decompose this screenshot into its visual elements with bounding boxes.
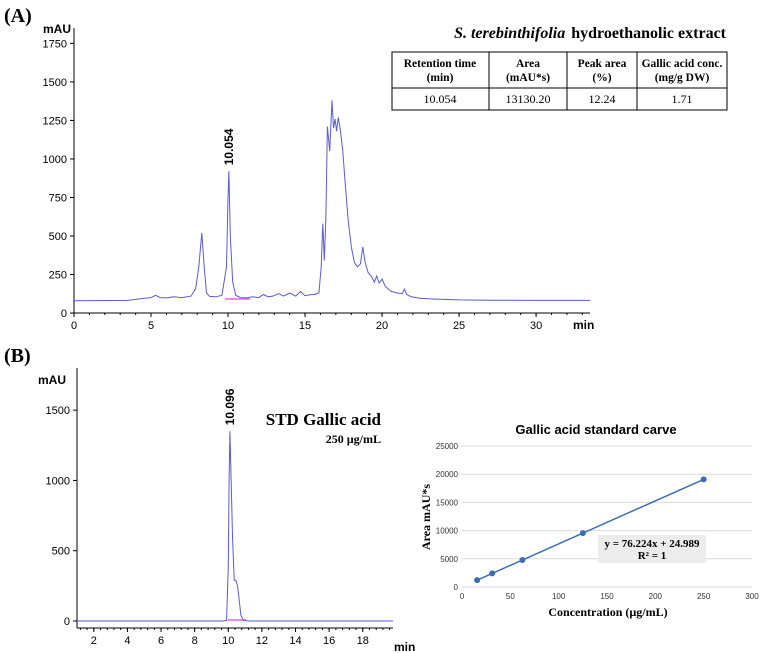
- chart-c-ytick-label: 25000: [436, 442, 459, 451]
- chart-b-xtick-label: 2: [91, 635, 97, 647]
- chart-c-equation: y = 76.224x + 24.989: [604, 538, 700, 550]
- chart-c-xtick-label: 300: [745, 592, 759, 601]
- chart-standard-curve: Gallic acid standard carve 0 5000 10000 150…: [419, 422, 759, 619]
- table-header-retention: Retention time: [404, 58, 477, 70]
- chart-c-title: Gallic acid standard carve: [515, 422, 676, 437]
- chart-a-ytick-label: 1000: [43, 154, 67, 166]
- chart-c-ytick-label: 10000: [436, 527, 459, 536]
- chart-a-xtick-label: 10: [222, 320, 234, 332]
- chart-a-ylabel: mAU: [43, 22, 71, 36]
- chart-c-ytick-label: 0: [454, 583, 459, 592]
- equation-box: [598, 535, 706, 563]
- chart-b-ytick-label: 0: [64, 616, 70, 628]
- chart-c-r-squared: R² = 1: [638, 550, 667, 562]
- panel-a-label: (A): [4, 5, 32, 27]
- chart-c-xtick-label: 250: [697, 592, 711, 601]
- chart-a-peak-label: 10.054: [222, 128, 236, 165]
- table-cell-retention: 10.054: [424, 92, 457, 106]
- chart-c-xlabel: Concentration (µg/mL): [548, 605, 667, 619]
- chart-a-series-line: [73, 100, 590, 302]
- table-cell-area: 13130.20: [506, 92, 551, 106]
- chart-b-xtick-label: 8: [192, 635, 198, 647]
- chart-b-xtick-label: 6: [158, 635, 164, 647]
- table-header-gallic-conc-unit: (mg/g DW): [655, 72, 710, 84]
- chart-a-xtick-label: 5: [148, 320, 154, 332]
- chart-a-xtick-label: 20: [376, 320, 388, 332]
- table-border: [391, 51, 728, 111]
- chart-b-xtick-label: 10: [222, 635, 234, 647]
- chart-b-xtick-label: 18: [357, 635, 369, 647]
- chart-c-point: [474, 577, 481, 584]
- chart-a-ytick-label: 1250: [43, 115, 67, 127]
- table-header-retention-unit: (min): [427, 72, 454, 84]
- chart-a-ytick-label: 1500: [43, 77, 67, 89]
- table-header-peak-area-unit: (%): [592, 72, 611, 84]
- chart-a-ytick-label: 250: [49, 269, 67, 281]
- chart-b-title: STD Gallic acid: [266, 410, 382, 429]
- table-header-area-unit: (mAU*s): [506, 72, 550, 84]
- chart-b-xtick-label: 14: [289, 635, 301, 647]
- chart-a: mAU 0 250 500 750 1000 1250 1500 1750 0 5 10 15 20 2…: [43, 22, 595, 332]
- chart-c-fit-line: [476, 478, 704, 581]
- chart-a-xtick-label: 15: [299, 320, 311, 332]
- chart-c-xtick-label: 50: [506, 592, 515, 601]
- table-cell-peak-area: 12.24: [589, 92, 616, 106]
- table-cell-gallic-conc: 1.71: [672, 92, 693, 106]
- chart-a-xtick-label: 0: [71, 320, 77, 332]
- chart-c-ylabel: Area mAU*s: [419, 484, 433, 550]
- table-header-peak-area: Peak area: [578, 58, 627, 70]
- chart-b-xtick-label: 4: [124, 635, 130, 647]
- chart-c-ytick-label: 15000: [436, 498, 459, 507]
- chart-b-xtick-label: 16: [323, 635, 335, 647]
- chart-a-xlabel: min: [573, 318, 594, 332]
- chart-a-ytick-label: 500: [49, 231, 67, 243]
- chart-b-ytick-label: 1000: [46, 475, 70, 487]
- results-table: S. terebinthifolia hydroethanolic extract…: [391, 25, 728, 111]
- chart-b-ylabel: mAU: [38, 373, 66, 387]
- chart-a-ytick-label: 750: [49, 192, 67, 204]
- chart-b-xlabel: min: [394, 640, 415, 653]
- chart-a-xtick-label: 30: [530, 320, 542, 332]
- chart-b-subtitle: 250 µg/mL: [326, 432, 381, 446]
- table-header-area: Area: [516, 58, 540, 70]
- extract-title: S. terebinthifolia hydroethanolic extract: [454, 25, 727, 42]
- chart-c-point: [700, 476, 707, 483]
- chart-c-point: [489, 570, 496, 577]
- chart-a-ytick-label: 0: [61, 308, 67, 320]
- chart-b-xtick-label: 12: [256, 635, 268, 647]
- chart-c-xtick-label: 100: [552, 592, 566, 601]
- chart-c-ytick-label: 5000: [440, 555, 458, 564]
- panel-b-label: (B): [4, 345, 31, 367]
- chart-a-xtick-label: 25: [453, 320, 465, 332]
- chart-c-xtick-label: 200: [649, 592, 663, 601]
- chart-b: mAU 0 500 1000 1500 2 4 6 8 10 12 14 16 18 min 10.0…: [38, 368, 415, 653]
- chart-b-peak-label: 10.096: [223, 388, 237, 425]
- chart-b-series-line: [77, 431, 393, 622]
- extract-title-species: S. terebinthifolia: [454, 25, 565, 42]
- extract-title-rest: hydroethanolic extract: [571, 25, 726, 42]
- chart-c-point: [519, 556, 526, 563]
- table-header-gallic-conc: Gallic acid conc.: [642, 58, 723, 70]
- chart-c-xtick-label: 150: [600, 592, 614, 601]
- chart-a-ytick-label: 1750: [43, 38, 67, 50]
- chart-c-xtick-label: 0: [460, 592, 465, 601]
- chart-c-point: [579, 530, 586, 537]
- chart-b-ytick-label: 1500: [46, 405, 70, 417]
- chart-c-ytick-label: 20000: [436, 470, 459, 479]
- chart-b-ytick-label: 500: [52, 546, 70, 558]
